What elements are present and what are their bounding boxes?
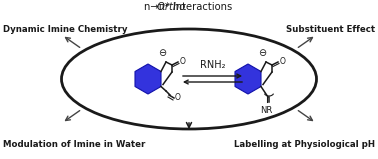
Text: n→π* Interactions: n→π* Interactions bbox=[144, 2, 232, 12]
Text: ⊖: ⊖ bbox=[158, 48, 166, 58]
Text: O: O bbox=[280, 56, 286, 66]
Text: Ortho: Ortho bbox=[157, 2, 189, 12]
Text: ⊖: ⊖ bbox=[258, 48, 266, 58]
Polygon shape bbox=[235, 64, 261, 94]
Text: Substituent Effect: Substituent Effect bbox=[286, 25, 375, 34]
Text: O: O bbox=[180, 56, 186, 66]
Text: NR: NR bbox=[260, 106, 272, 115]
Text: Labelling at Physiological pH: Labelling at Physiological pH bbox=[234, 140, 375, 149]
Text: Modulation of Imine in Water: Modulation of Imine in Water bbox=[3, 140, 146, 149]
Polygon shape bbox=[135, 64, 161, 94]
Text: O: O bbox=[175, 93, 181, 103]
Text: RNH₂: RNH₂ bbox=[200, 60, 225, 70]
Text: Dynamic Imine Chemistry: Dynamic Imine Chemistry bbox=[3, 25, 127, 34]
